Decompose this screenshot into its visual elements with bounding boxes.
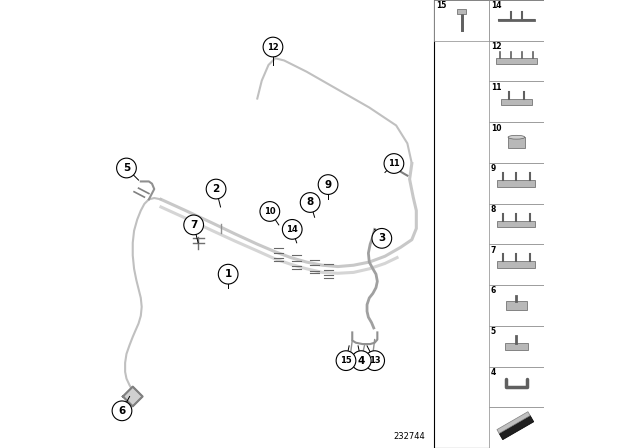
Circle shape xyxy=(282,220,302,239)
Text: 11: 11 xyxy=(388,159,400,168)
Text: 3: 3 xyxy=(378,233,385,243)
Text: 7: 7 xyxy=(491,246,496,255)
Circle shape xyxy=(206,179,226,199)
Bar xyxy=(497,220,536,228)
Circle shape xyxy=(351,351,371,370)
Text: 14: 14 xyxy=(491,1,501,10)
Bar xyxy=(489,122,544,163)
Text: 9: 9 xyxy=(324,180,332,190)
Bar xyxy=(435,0,544,448)
Text: 10: 10 xyxy=(264,207,276,216)
Text: 5: 5 xyxy=(123,163,130,173)
Text: 8: 8 xyxy=(307,198,314,207)
Text: 12: 12 xyxy=(267,43,279,52)
Bar xyxy=(508,137,525,148)
Text: 2: 2 xyxy=(212,184,220,194)
Circle shape xyxy=(318,175,338,194)
Bar xyxy=(489,82,544,122)
Bar xyxy=(489,204,544,244)
Polygon shape xyxy=(497,412,530,434)
Text: 7: 7 xyxy=(190,220,197,230)
Bar xyxy=(489,0,544,41)
Text: 6: 6 xyxy=(118,406,125,416)
Circle shape xyxy=(365,351,385,370)
Text: 10: 10 xyxy=(491,124,501,133)
Text: 1: 1 xyxy=(225,269,232,279)
Bar xyxy=(489,41,544,82)
Bar xyxy=(495,58,538,64)
Bar xyxy=(435,0,489,41)
Bar xyxy=(489,163,544,204)
Circle shape xyxy=(116,158,136,178)
Bar xyxy=(489,326,544,366)
Bar xyxy=(505,343,528,349)
Bar xyxy=(501,99,532,105)
Circle shape xyxy=(384,154,404,173)
Circle shape xyxy=(260,202,280,221)
Text: 14: 14 xyxy=(286,225,298,234)
Text: 12: 12 xyxy=(491,42,501,51)
Text: 232744: 232744 xyxy=(394,432,425,441)
Circle shape xyxy=(112,401,132,421)
Text: 5: 5 xyxy=(491,327,496,336)
Polygon shape xyxy=(457,9,466,13)
Circle shape xyxy=(184,215,204,235)
Circle shape xyxy=(263,37,283,57)
Bar xyxy=(497,261,536,268)
Bar xyxy=(489,285,544,326)
Circle shape xyxy=(300,193,320,212)
Text: 6: 6 xyxy=(491,286,496,295)
Bar xyxy=(489,366,544,407)
Bar xyxy=(489,407,544,448)
Bar xyxy=(489,244,544,285)
Text: 13: 13 xyxy=(369,356,380,365)
Circle shape xyxy=(336,351,356,370)
Circle shape xyxy=(372,228,392,248)
Circle shape xyxy=(218,264,238,284)
Ellipse shape xyxy=(508,135,525,139)
Text: 15: 15 xyxy=(340,356,352,365)
Text: 4: 4 xyxy=(491,368,496,377)
Text: 9: 9 xyxy=(491,164,496,173)
Text: 15: 15 xyxy=(436,1,447,10)
Bar xyxy=(497,180,536,187)
Bar xyxy=(506,301,527,310)
Polygon shape xyxy=(499,416,534,439)
Text: 8: 8 xyxy=(491,205,496,214)
Text: 4: 4 xyxy=(358,356,365,366)
Text: 11: 11 xyxy=(491,83,501,92)
Polygon shape xyxy=(123,387,143,406)
